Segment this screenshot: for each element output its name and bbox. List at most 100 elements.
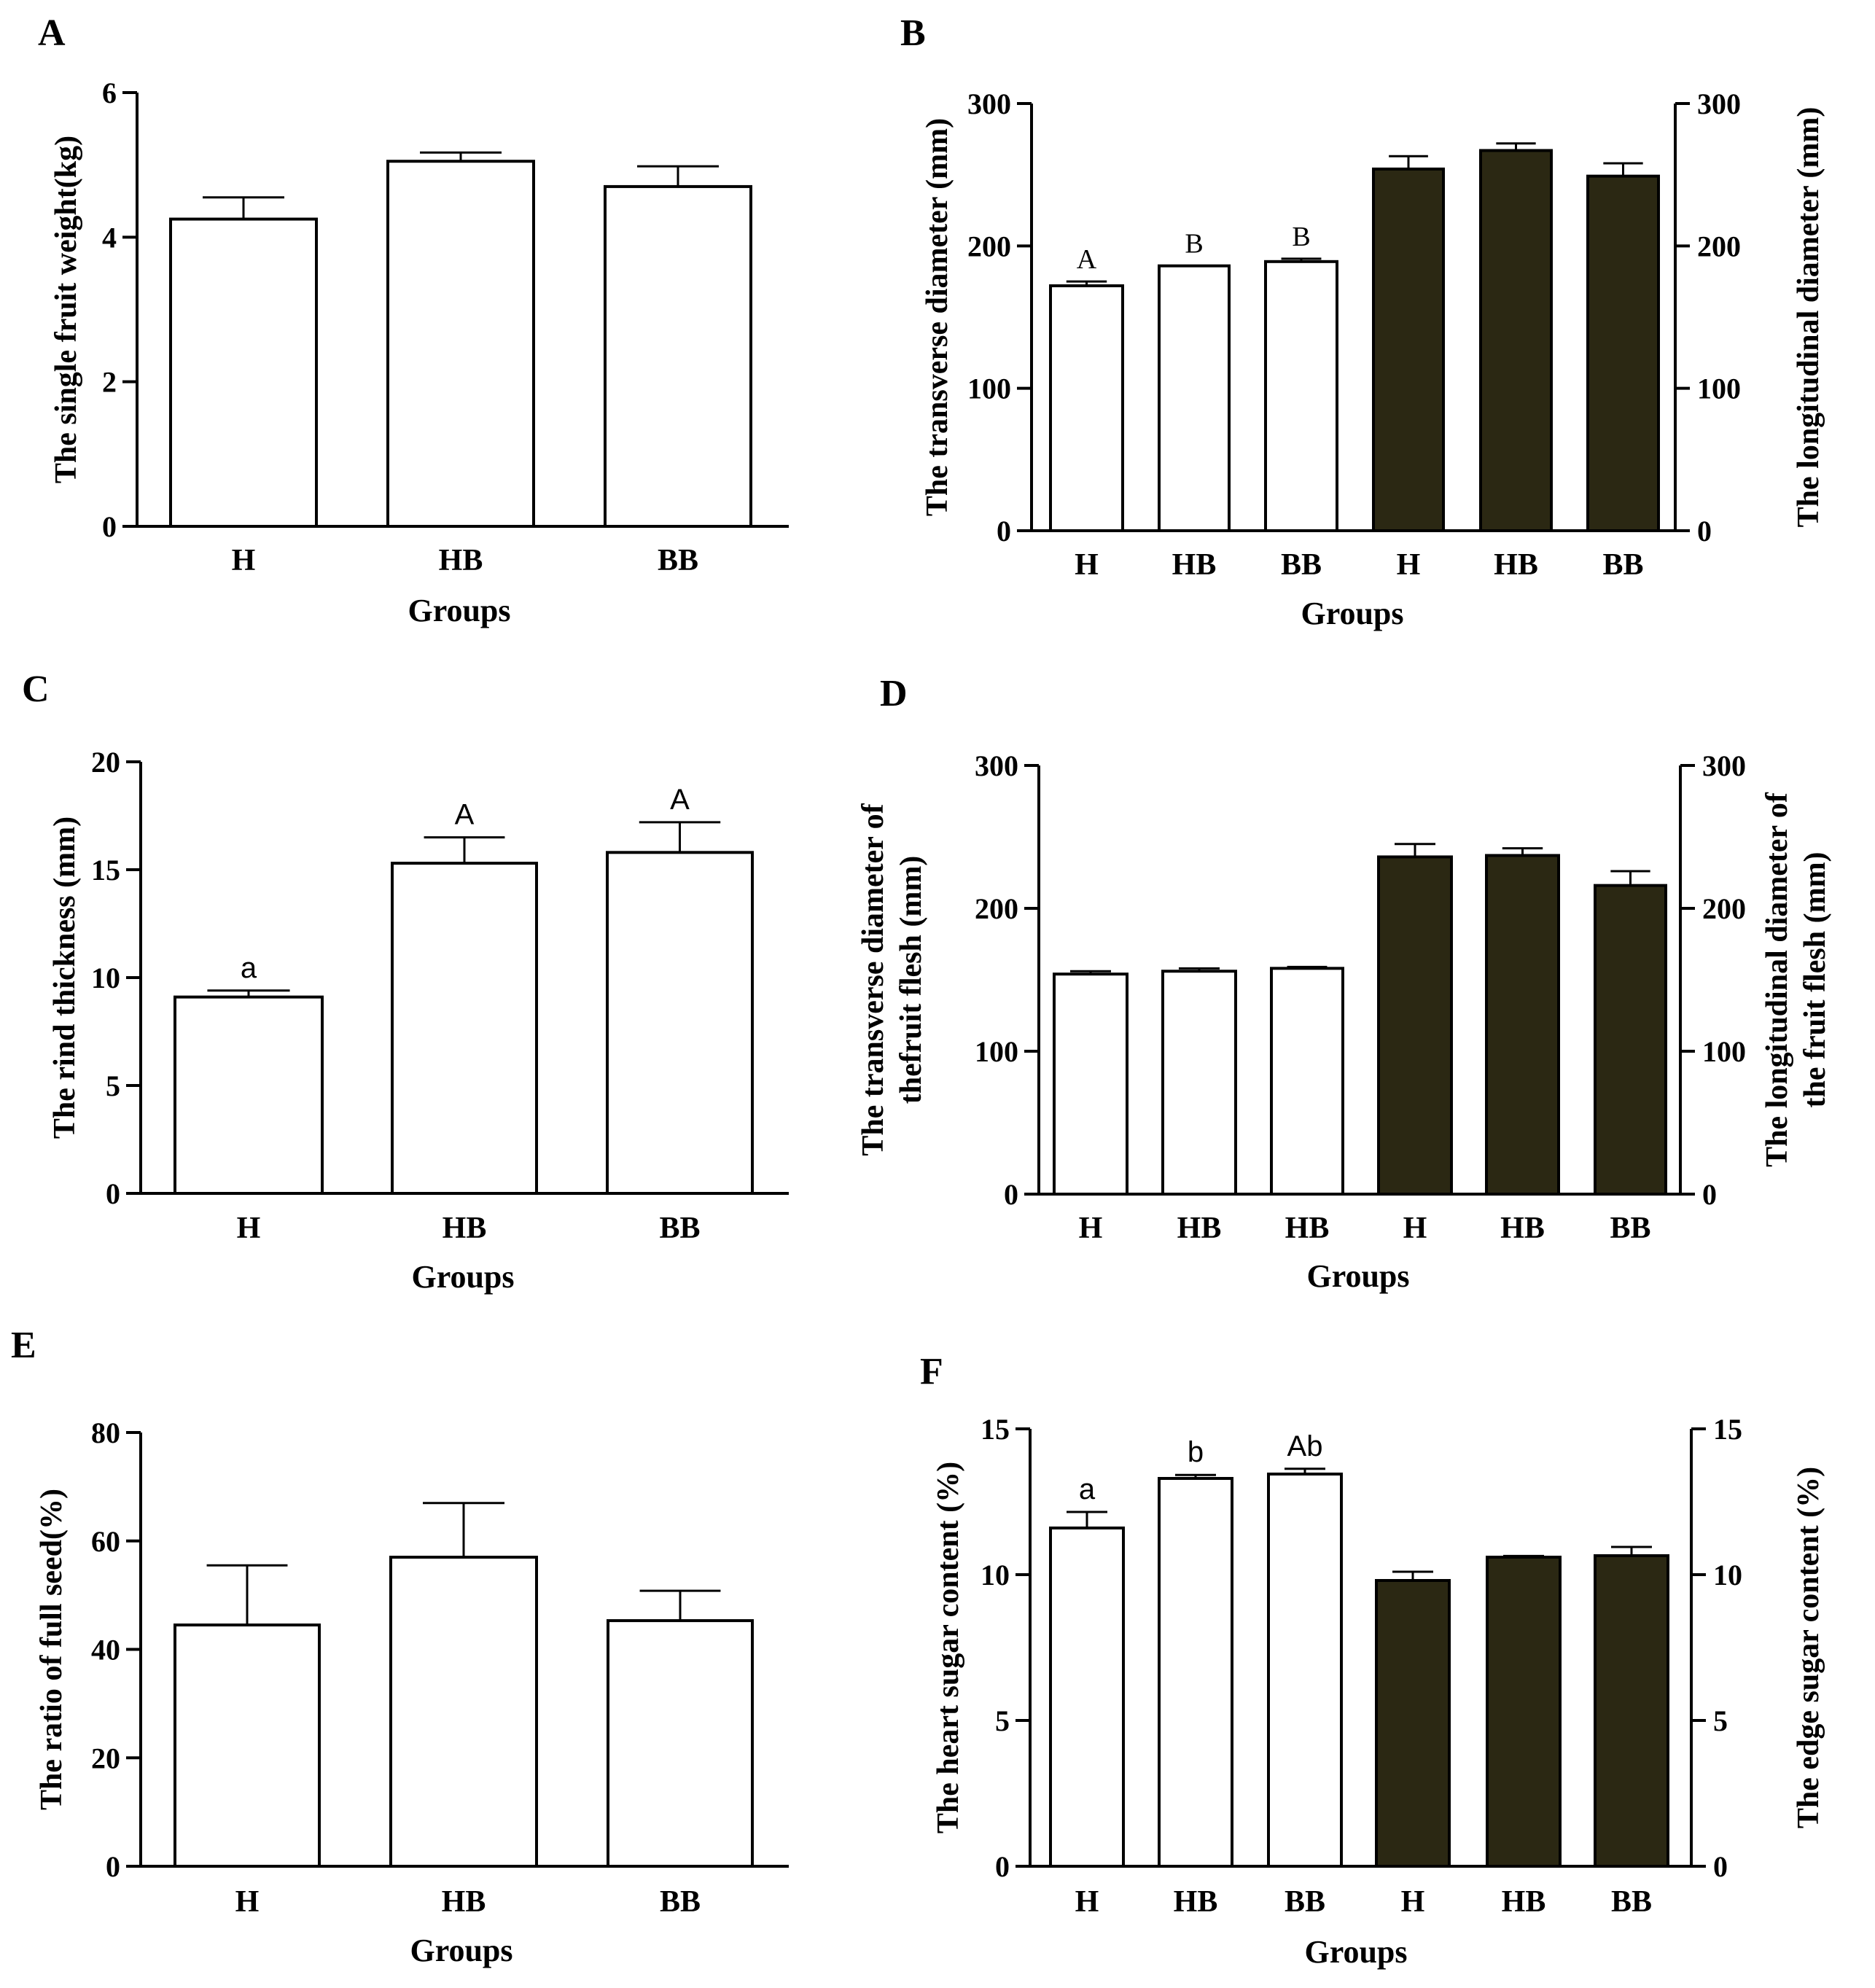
bar-bb-right bbox=[1594, 1554, 1669, 1868]
bar-h-left bbox=[169, 217, 318, 528]
significance-label: b bbox=[1188, 1436, 1204, 1468]
y-tick-label-right: 10 bbox=[1713, 1559, 1742, 1591]
significance-label: Ab bbox=[1287, 1430, 1323, 1462]
y-tick-label-right: 15 bbox=[1713, 1413, 1742, 1446]
bar-hb-left bbox=[389, 1556, 538, 1868]
y-tick-label-left: 20 bbox=[91, 746, 120, 779]
category-label: H bbox=[237, 1212, 261, 1245]
y-tick-label-left: 2 bbox=[102, 366, 117, 399]
significance-label: B bbox=[1185, 229, 1203, 260]
bar-h-left bbox=[1053, 972, 1128, 1196]
y-tick-label-left: 10 bbox=[981, 1559, 1010, 1591]
y-tick-label-left: 300 bbox=[975, 749, 1018, 782]
y-axis-title-left: The transverse diameter of thefruit flesh… bbox=[857, 803, 928, 1155]
y-axis-title-left: The single fruit weight(kg) bbox=[50, 136, 83, 483]
panel-letter-A: A bbox=[38, 12, 66, 54]
y-tick-label-left: 0 bbox=[106, 1850, 120, 1883]
y-tick-label-right: 200 bbox=[1702, 892, 1746, 925]
category-label: HB bbox=[1174, 1885, 1218, 1919]
bar-hb-right bbox=[1479, 149, 1553, 532]
y-tick-label-right: 300 bbox=[1702, 749, 1746, 782]
y-tick-label-left: 5 bbox=[106, 1069, 120, 1102]
y-tick-label-left: 6 bbox=[102, 77, 117, 109]
y-axis-title-left: The heart sugar content (%) bbox=[932, 1462, 965, 1833]
panel-letter-D: D bbox=[880, 673, 908, 714]
bar-h-right bbox=[1372, 167, 1445, 532]
category-label: BB bbox=[1285, 1885, 1325, 1919]
bar-bb-left bbox=[1264, 260, 1338, 532]
significance-label: A bbox=[670, 784, 690, 816]
y-tick-label-right: 0 bbox=[1697, 515, 1712, 547]
y-tick-label-left: 4 bbox=[102, 221, 117, 254]
bar-h-left bbox=[1049, 284, 1124, 532]
y-tick-label-left: 100 bbox=[975, 1035, 1018, 1068]
y-tick-label-left: 15 bbox=[91, 854, 120, 886]
bar-h-left bbox=[1049, 1527, 1125, 1868]
panel-letter-B: B bbox=[900, 12, 926, 54]
y-tick-label-left: 100 bbox=[967, 373, 1011, 405]
bar-h-right bbox=[1375, 1579, 1451, 1868]
x-axis-title: Groups bbox=[1304, 1934, 1407, 1970]
panel-F: F 0 5 10 15 0 5 10 15 a Hb HB Ab BB H HB BB Groups The hea… bbox=[920, 1351, 1825, 1970]
category-label: BB bbox=[659, 1212, 700, 1245]
bar-h-left bbox=[174, 1623, 321, 1868]
y-tick-label-right: 0 bbox=[1702, 1178, 1717, 1211]
y-tick-label-right: 100 bbox=[1697, 373, 1741, 405]
category-label: BB bbox=[1610, 1212, 1650, 1245]
bar-bb-right bbox=[1594, 884, 1667, 1196]
y-tick-label-right: 0 bbox=[1713, 1850, 1728, 1883]
category-label: BB bbox=[1611, 1885, 1652, 1919]
x-axis-title: Groups bbox=[411, 1259, 514, 1295]
y-tick-label-left: 0 bbox=[997, 515, 1011, 547]
category-label: BB bbox=[660, 1885, 701, 1919]
bar-hb-left bbox=[386, 160, 535, 528]
panel-letter-F: F bbox=[920, 1351, 943, 1392]
x-axis-title: Groups bbox=[1306, 1258, 1409, 1294]
y-axis-title-right: The longitudinal diameter (mm) bbox=[1792, 107, 1825, 528]
category-label: H bbox=[1075, 1885, 1099, 1919]
y-tick-label-left: 0 bbox=[995, 1850, 1010, 1883]
y-tick-label-left: 60 bbox=[91, 1525, 120, 1558]
bar-h-right bbox=[1377, 855, 1453, 1196]
category-label: H bbox=[232, 544, 256, 577]
y-tick-label-left: 20 bbox=[91, 1742, 120, 1774]
bar-hb-right bbox=[1485, 854, 1560, 1196]
y-tick-label-left: 300 bbox=[967, 87, 1011, 120]
category-label: H bbox=[1075, 548, 1099, 582]
category-label: HB bbox=[1172, 548, 1217, 582]
y-axis-title-right: The edge sugar content (%) bbox=[1792, 1467, 1825, 1828]
y-tick-label-left: 15 bbox=[981, 1413, 1010, 1446]
y-tick-label-left: 200 bbox=[975, 892, 1018, 925]
y-axis-title-left: The ratio of full seed(%) bbox=[35, 1489, 69, 1810]
category-label: BB bbox=[658, 544, 698, 577]
category-label: BB bbox=[1602, 548, 1643, 582]
y-axis-title-right: The longitudinal diameter of the fruit fl… bbox=[1761, 792, 1832, 1167]
x-axis-title: Groups bbox=[1301, 596, 1403, 631]
y-tick-label-left: 80 bbox=[91, 1416, 120, 1449]
panel-A: A 0 2 4 6 H HB BB Groups The single fruit weight(… bbox=[38, 12, 789, 628]
y-tick-label-left: 0 bbox=[1004, 1178, 1018, 1211]
x-axis-title: Groups bbox=[408, 593, 510, 628]
category-label: HB bbox=[1177, 1212, 1222, 1245]
bar-hb-right bbox=[1486, 1556, 1562, 1868]
panel-D: D 0 100 200 300 0 100 200 300 H HB HB H HB BB Groups The… bbox=[857, 673, 1832, 1294]
category-label: H bbox=[235, 1885, 260, 1919]
panel-E: E 0 20 40 60 80 H HB BB Groups The ratio of full s… bbox=[11, 1325, 789, 1968]
category-label: BB bbox=[1281, 548, 1322, 582]
x-axis-title: Groups bbox=[410, 1933, 512, 1968]
bar-hb-left bbox=[1158, 264, 1231, 532]
panel-C: C 0 5 10 15 20 a H A HB A BB Groups The rind thicknes… bbox=[22, 668, 789, 1295]
y-axis-title-left: The transverse diameter (mm) bbox=[921, 118, 954, 516]
significance-label: a bbox=[241, 952, 257, 984]
category-label: HB bbox=[443, 1212, 487, 1245]
category-label: HB bbox=[1500, 1212, 1545, 1245]
category-label: HB bbox=[442, 1885, 486, 1919]
bar-hb-left bbox=[1270, 967, 1344, 1196]
y-tick-label-left: 200 bbox=[967, 230, 1011, 262]
bar-hb-left bbox=[1158, 1477, 1233, 1868]
y-tick-label-right: 5 bbox=[1713, 1704, 1728, 1737]
panel-letter-C: C bbox=[22, 668, 50, 710]
y-tick-label-left: 40 bbox=[91, 1634, 120, 1667]
category-label: H bbox=[1397, 548, 1421, 582]
